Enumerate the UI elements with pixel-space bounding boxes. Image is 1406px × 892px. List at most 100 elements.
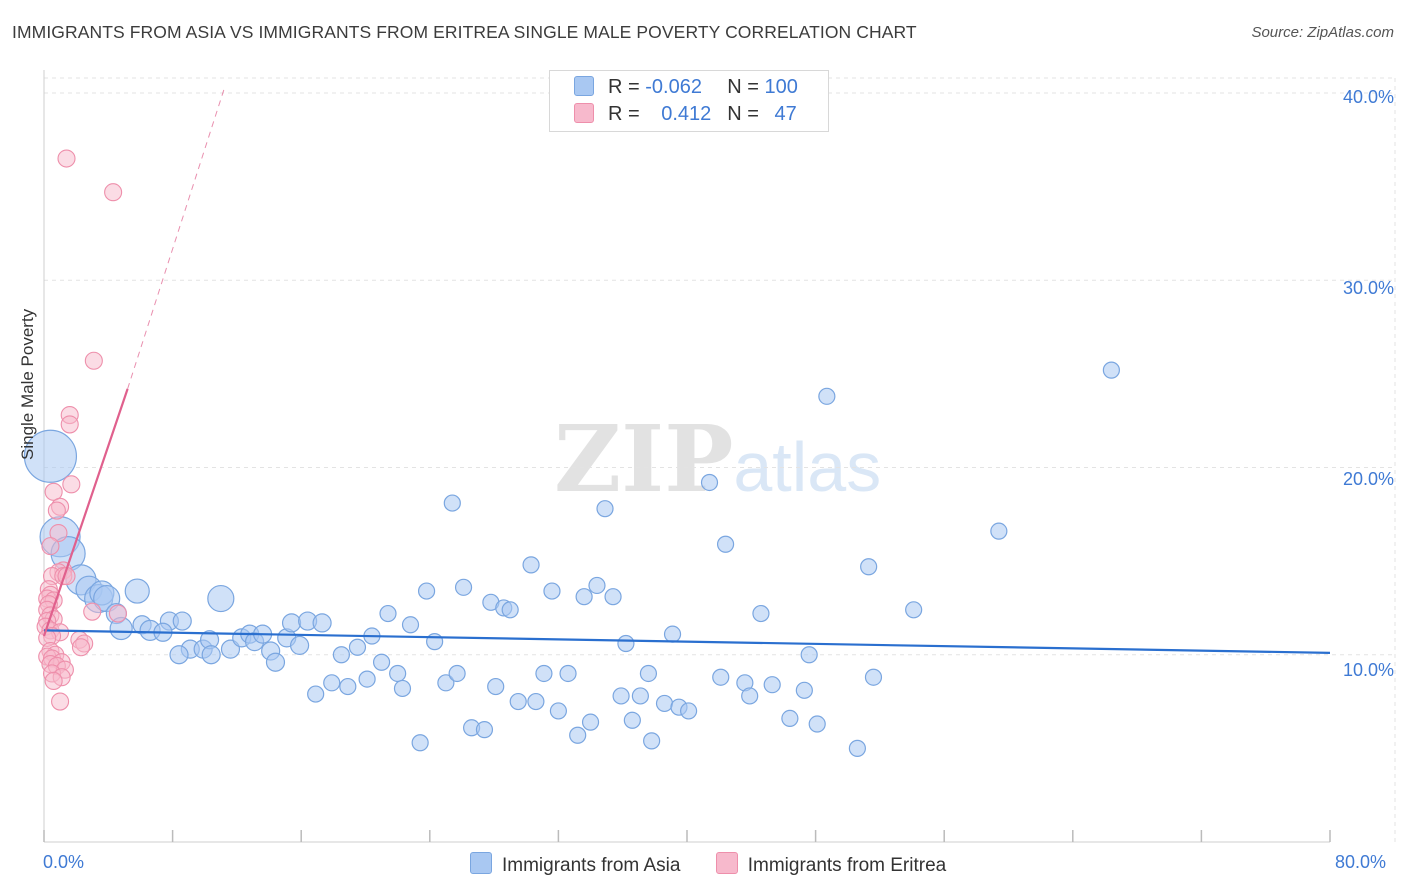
legend-n-label: N = — [727, 103, 765, 125]
asia-point — [358, 670, 376, 688]
asia-point — [800, 646, 818, 664]
legend-item-eritrea[interactable]: Immigrants from Eritrea — [715, 852, 946, 877]
asia-point — [781, 709, 799, 728]
asia-point — [1102, 361, 1120, 379]
asia-point — [596, 500, 614, 518]
asia-point — [604, 588, 622, 606]
source-label: Source: ZipAtlas.com — [1251, 24, 1394, 41]
eritrea-point — [41, 537, 60, 556]
x-tick-label: 80.0% — [1335, 852, 1387, 872]
legend-row-asia: R = -0.062 N = 100 — [574, 76, 798, 99]
asia-point — [712, 668, 730, 686]
eritrea-point — [108, 604, 127, 623]
axes — [43, 70, 1331, 843]
asia-point — [475, 721, 494, 739]
asia-point — [990, 522, 1008, 540]
asia-point — [265, 652, 286, 672]
grid-lines — [44, 77, 1396, 842]
asia-point — [522, 556, 540, 574]
asia-point — [207, 584, 235, 613]
legend-r-value: -0.062 — [645, 76, 702, 98]
x-tick-label: 0.0% — [43, 852, 85, 872]
asia-legend-icon — [470, 852, 492, 874]
asia-point — [169, 645, 189, 665]
asia-point — [535, 664, 553, 683]
eritrea-point — [62, 475, 81, 494]
eritrea-point — [51, 692, 70, 711]
asia-point — [307, 685, 325, 703]
asia-point — [172, 611, 192, 631]
asia-point — [454, 578, 473, 596]
asia-point — [501, 601, 519, 619]
asia-point — [569, 726, 587, 744]
y-tick-label: 20.0% — [1342, 469, 1394, 489]
asia-point — [559, 664, 577, 683]
asia-point — [741, 687, 759, 705]
asia-point — [201, 645, 221, 665]
y-axis-label: Single Male Poverty — [18, 308, 37, 460]
asia-point — [860, 558, 878, 576]
eritrea-point — [57, 149, 76, 168]
eritrea-point — [44, 482, 63, 501]
asia-point — [581, 713, 600, 731]
legend-n-value: 47 — [774, 103, 797, 125]
asia-point — [124, 578, 150, 604]
asia-point — [393, 679, 412, 698]
eritrea-point — [104, 183, 123, 202]
eritrea-point — [49, 523, 68, 543]
asia-point — [509, 692, 527, 711]
asia-point — [795, 681, 813, 699]
asia-point — [588, 576, 606, 595]
asia-point — [763, 676, 781, 694]
asia-point — [348, 638, 367, 656]
asia-point — [417, 582, 436, 600]
asia-point — [323, 674, 341, 692]
asia-point — [617, 634, 635, 653]
asia-point — [700, 473, 719, 492]
legend-r-label: R = — [608, 76, 646, 98]
asia-point — [655, 694, 674, 713]
asia-point — [289, 635, 310, 655]
eritrea-trend-extension — [127, 89, 225, 389]
legend-row-eritrea: R = 0.412 N = 47 — [574, 103, 797, 126]
eritrea-point — [60, 415, 79, 434]
asia-point — [752, 604, 770, 623]
asia-point — [549, 702, 568, 720]
asia-point — [864, 668, 883, 686]
asia-point — [639, 664, 658, 683]
asia-point — [379, 604, 397, 623]
asia-points — [23, 361, 1120, 757]
asia-trend-line — [43, 629, 1331, 654]
y-tick-label: 10.0% — [1342, 660, 1394, 680]
asia-point — [281, 613, 302, 633]
asia-point — [487, 677, 505, 696]
asia-swatch-icon — [574, 76, 594, 96]
asia-point — [543, 582, 561, 600]
asia-point — [332, 646, 350, 664]
asia-point — [623, 711, 641, 729]
asia-point — [527, 692, 545, 711]
asia-point — [716, 535, 735, 553]
asia-point — [575, 588, 593, 606]
eritrea-point — [83, 602, 102, 621]
asia-point — [411, 734, 429, 752]
y-tick-label: 30.0% — [1342, 278, 1394, 298]
asia-point — [372, 653, 391, 671]
asia-point — [437, 674, 455, 692]
eritrea-point — [44, 671, 63, 691]
asia-point — [448, 664, 466, 683]
chart-title: IMMIGRANTS FROM ASIA VS IMMIGRANTS FROM … — [12, 22, 917, 42]
asia-point — [23, 429, 78, 483]
trend-lines — [42, 89, 1331, 654]
asia-point — [643, 732, 661, 750]
eritrea-point — [71, 638, 91, 657]
asia-point — [612, 687, 630, 705]
eritrea-trend-line — [42, 388, 129, 637]
asia-point — [808, 715, 826, 733]
y-tick-label: 40.0% — [1342, 87, 1394, 107]
legend-item-asia[interactable]: Immigrants from Asia — [470, 852, 680, 877]
eritrea-legend-icon — [715, 852, 738, 874]
asia-point — [663, 625, 682, 643]
correlation-legend: R = -0.062 N = 100 R = 0.412 N = 47 — [549, 70, 829, 132]
